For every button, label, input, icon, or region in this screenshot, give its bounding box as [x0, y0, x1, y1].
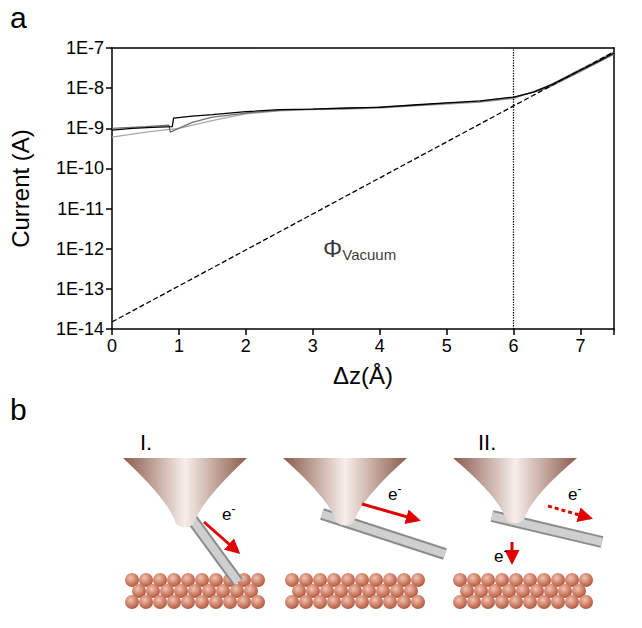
svg-text:Vacuum: Vacuum — [342, 246, 396, 263]
svg-text:Φ: Φ — [323, 235, 342, 262]
svg-text:6: 6 — [509, 336, 519, 356]
svg-text:Δz(Å): Δz(Å) — [333, 362, 393, 389]
svg-text:3: 3 — [308, 336, 318, 356]
svg-text:Current (A): Current (A) — [7, 129, 34, 248]
svg-text:e-: e- — [388, 482, 401, 504]
svg-text:1E-13: 1E-13 — [56, 279, 104, 299]
svg-text:1E-10: 1E-10 — [56, 158, 104, 178]
svg-text:1E-9: 1E-9 — [66, 118, 104, 138]
svg-text:e-: e- — [568, 482, 581, 504]
svg-text:2: 2 — [241, 336, 251, 356]
svg-text:7: 7 — [576, 336, 586, 356]
svg-text:1E-7: 1E-7 — [66, 38, 104, 58]
svg-text:1E-12: 1E-12 — [56, 239, 104, 259]
svg-text:1E-11: 1E-11 — [57, 199, 104, 219]
svg-text:4: 4 — [375, 336, 385, 356]
svg-text:I.: I. — [140, 430, 152, 455]
svg-text:0: 0 — [107, 336, 117, 356]
svg-text:5: 5 — [442, 336, 452, 356]
svg-text:e-: e- — [494, 544, 507, 566]
svg-text:e-: e- — [222, 502, 235, 524]
svg-text:1: 1 — [174, 336, 184, 356]
svg-text:1E-14: 1E-14 — [56, 319, 104, 339]
svg-text:b: b — [10, 393, 27, 426]
svg-text:II.: II. — [478, 430, 496, 455]
svg-text:a: a — [10, 1, 27, 34]
svg-text:1E-8: 1E-8 — [66, 78, 104, 98]
